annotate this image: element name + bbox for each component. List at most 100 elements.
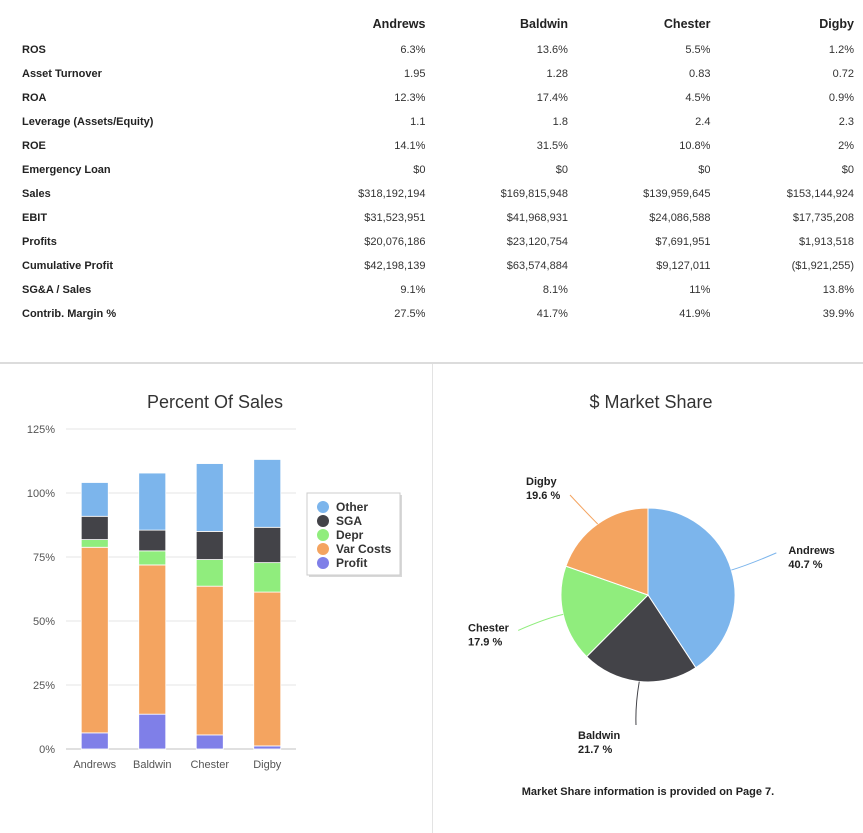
row-label: Emergency Loan [22, 164, 111, 176]
bar-sga-andrews [80, 515, 109, 540]
pie-slice-baldwin [585, 594, 697, 683]
bar-sga-digby [253, 526, 282, 564]
y-tick-label: 100% [27, 488, 55, 500]
bar-depr-chester [195, 559, 224, 587]
pie-label-name-andrews: Andrews [788, 545, 834, 557]
y-tick-label: 50% [33, 616, 55, 628]
row-label: Asset Turnover [22, 68, 102, 80]
cell-digby: ($1,921,255) [791, 260, 854, 272]
x-tick-label: Digby [253, 759, 282, 771]
cell-andrews: $318,192,194 [358, 188, 426, 200]
table-row: Emergency Loan $0 $0 $0 $0 [14, 158, 854, 182]
table-row: Sales $318,192,194 $169,815,948 $139,959,64… [14, 182, 854, 206]
cell-baldwin: 31.5% [536, 140, 568, 152]
cell-baldwin: $63,574,884 [506, 260, 568, 272]
table-row: Cumulative Profit $42,198,139 $63,574,884 $… [14, 254, 854, 278]
cell-baldwin: $169,815,948 [500, 188, 568, 200]
pie-label-name-chester: Chester [468, 622, 510, 634]
y-tick-label: 0% [39, 744, 55, 756]
cell-digby: 1.2% [828, 44, 854, 56]
table-row: EBIT $31,523,951 $41,968,931 $24,086,588 $17… [14, 206, 854, 230]
cell-andrews: 9.1% [400, 284, 426, 296]
percent-of-sales-chart: Percent Of Sales 0% 25% 50% 75% 100% 125% Andr… [27, 392, 402, 771]
x-tick-label: Baldwin [133, 759, 172, 771]
cell-andrews: $42,198,139 [364, 260, 426, 272]
bar-profit-baldwin [138, 713, 167, 750]
table-row: Contrib. Margin % 27.5% 41.7% 41.9% 39.9% [14, 302, 854, 326]
legend-label-depr: Depr [336, 528, 364, 542]
cell-chester: $24,086,588 [649, 212, 711, 224]
chart-divider [432, 364, 433, 833]
legend-label-profit: Profit [336, 556, 367, 570]
cell-baldwin: 1.8 [552, 116, 568, 128]
pie-connector-andrews [731, 552, 777, 571]
pie-label-value-baldwin: 21.7 % [578, 744, 612, 756]
pie-slice-chester [560, 565, 649, 658]
cell-andrews: 1.1 [410, 116, 426, 128]
table-row: Leverage (Assets/Equity) 1.1 1.8 2.4 2.3 [14, 110, 854, 134]
column-header-chester: Chester [663, 17, 711, 31]
cell-digby: 0.9% [828, 92, 854, 104]
cell-digby: 2.3 [838, 116, 854, 128]
cell-baldwin: 1.28 [546, 68, 568, 80]
bar-var-costs-chester [195, 585, 224, 736]
cell-digby: 13.8% [822, 284, 854, 296]
cell-digby: $1,913,518 [798, 236, 854, 248]
cell-chester: 41.9% [679, 308, 711, 320]
bar-sga-baldwin [138, 529, 167, 552]
cell-digby: 39.9% [822, 308, 854, 320]
row-label: ROE [22, 140, 46, 152]
cell-baldwin: 8.1% [542, 284, 568, 296]
x-tick-label: Chester [190, 759, 229, 771]
cell-chester: 2.4 [695, 116, 711, 128]
row-label: Profits [22, 236, 57, 248]
bar-var-costs-andrews [80, 546, 109, 734]
section-divider [0, 362, 863, 364]
pie-label-value-chester: 17.9 % [468, 636, 502, 648]
cell-andrews: $0 [413, 164, 426, 176]
bar-profit-chester [195, 734, 224, 750]
cell-chester: 4.5% [685, 92, 711, 104]
y-tick-label: 25% [33, 680, 55, 692]
cell-andrews: $31,523,951 [364, 212, 426, 224]
cell-andrews: 12.3% [394, 92, 426, 104]
legend-marker-other [317, 501, 329, 513]
cell-baldwin: $23,120,754 [506, 236, 568, 248]
table-header-row: Andrews Baldwin Chester Digby [14, 10, 854, 38]
row-label: EBIT [22, 212, 48, 224]
bar-other-digby [253, 459, 282, 528]
table-row: SG&A / Sales 9.1% 8.1% 11% 13.8% [14, 278, 854, 302]
cell-baldwin: $0 [555, 164, 568, 176]
row-label: Cumulative Profit [22, 260, 114, 272]
legend-marker-sga [317, 515, 329, 527]
cell-digby: 0.72 [832, 68, 854, 80]
pie-label-value-digby: 19.6 % [526, 490, 560, 502]
financial-summary-table: Andrews Baldwin Chester Digby ROS 6.3% 13.… [14, 10, 854, 326]
bar-other-andrews [80, 482, 109, 517]
cell-chester: 5.5% [685, 44, 711, 56]
cell-chester: $0 [698, 164, 711, 176]
row-label: ROA [22, 92, 47, 104]
bar-var-costs-baldwin [138, 564, 167, 715]
pie-label-value-andrews: 40.7 % [788, 559, 822, 571]
bar-other-baldwin [138, 472, 167, 531]
pie-connector-baldwin [635, 681, 640, 726]
cell-digby: $17,735,208 [792, 212, 854, 224]
legend-label-other: Other [336, 500, 368, 514]
bar-profit-andrews [80, 732, 109, 750]
bar-depr-digby [253, 562, 282, 593]
x-tick-label: Andrews [73, 759, 116, 771]
legend-label-sga: SGA [336, 514, 362, 528]
legend-marker-var-costs [317, 543, 329, 555]
pie-label-name-baldwin: Baldwin [578, 730, 620, 742]
cell-digby: 2% [838, 140, 854, 152]
pie-chart-title: $ Market Share [589, 392, 712, 412]
table-row: Profits $20,076,186 $23,120,754 $7,691,951 $… [14, 230, 854, 254]
column-header-andrews: Andrews [372, 17, 426, 31]
cell-chester: 11% [689, 284, 711, 296]
cell-chester: 10.8% [679, 140, 711, 152]
market-share-note: Market Share information is provided on … [521, 786, 775, 798]
cell-baldwin: 17.4% [536, 92, 568, 104]
row-label: Leverage (Assets/Equity) [22, 116, 154, 128]
row-label: Sales [22, 188, 51, 200]
